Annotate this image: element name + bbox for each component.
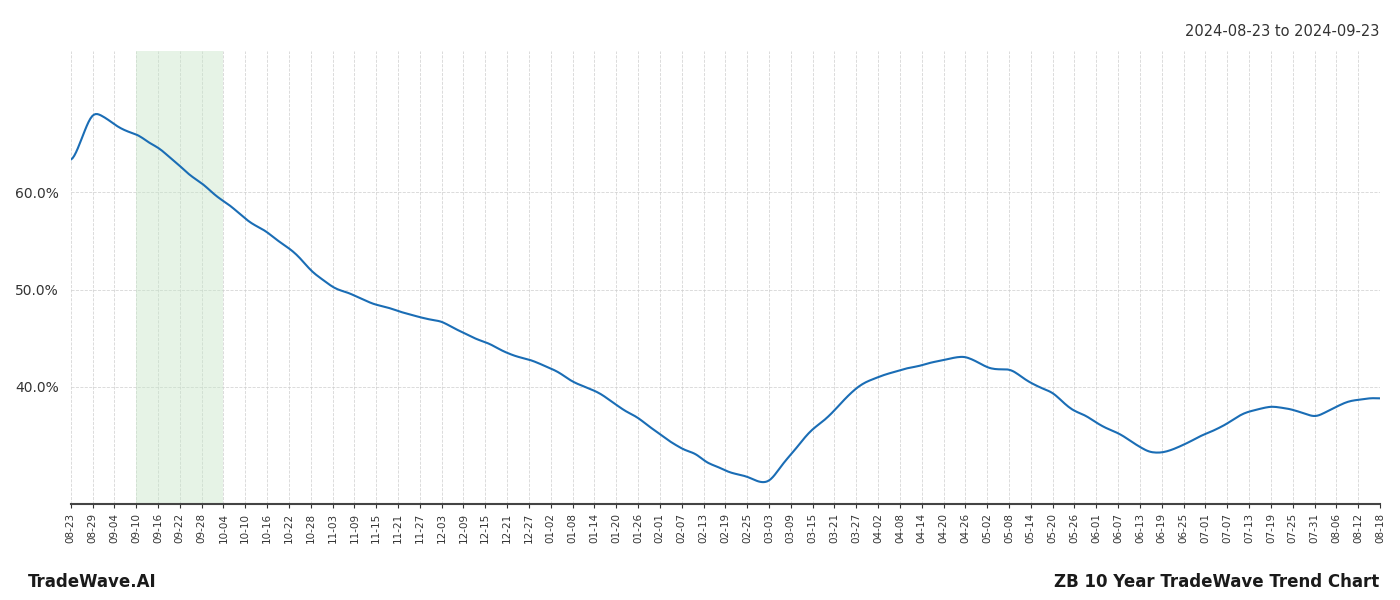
- Bar: [136, 51, 224, 504]
- Text: ZB 10 Year TradeWave Trend Chart: ZB 10 Year TradeWave Trend Chart: [1054, 573, 1379, 591]
- Text: 2024-08-23 to 2024-09-23: 2024-08-23 to 2024-09-23: [1184, 24, 1379, 39]
- Text: TradeWave.AI: TradeWave.AI: [28, 573, 157, 591]
